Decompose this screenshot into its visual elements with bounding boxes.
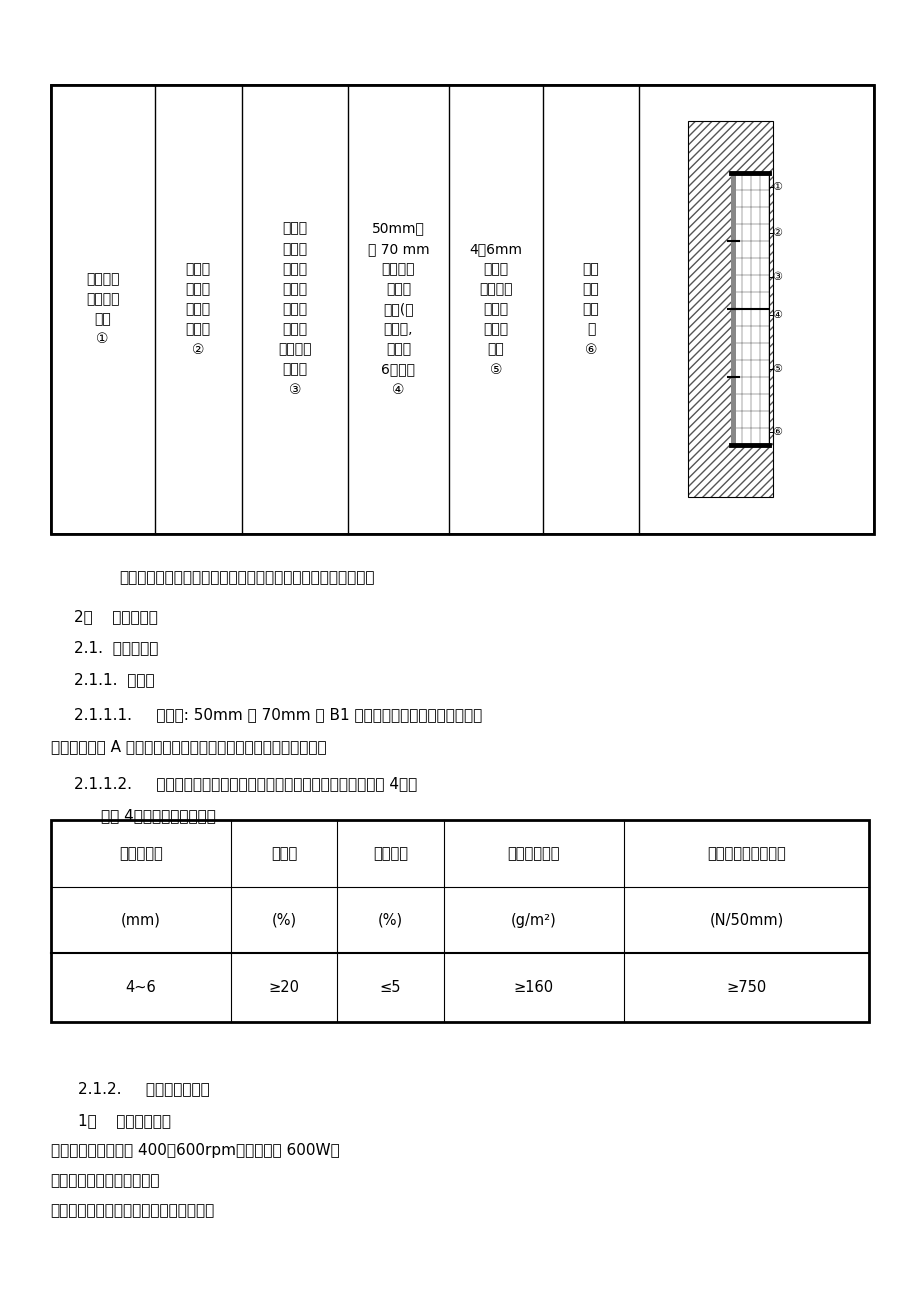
Text: (N/50mm): (N/50mm) xyxy=(709,913,783,927)
Text: ≥750: ≥750 xyxy=(726,980,766,995)
Bar xyxy=(733,173,768,445)
Text: 单位面积质量: 单位面积质量 xyxy=(507,846,560,861)
Text: 砂浆（内: 砂浆（内 xyxy=(479,283,512,296)
Text: 型号规格：选择转速 400～600rpm，功率大于 600W。: 型号规格：选择转速 400～600rpm，功率大于 600W。 xyxy=(51,1143,339,1159)
Text: （挤塑: （挤塑 xyxy=(282,302,307,316)
Text: 砖或: 砖或 xyxy=(582,283,599,296)
Text: 粘结层: 粘结层 xyxy=(282,363,307,376)
Text: 含胶量: 含胶量 xyxy=(270,846,297,861)
Text: ≥20: ≥20 xyxy=(268,980,299,995)
Text: 6个））: 6个）） xyxy=(381,363,414,376)
Text: ④: ④ xyxy=(391,383,404,397)
Text: 文化: 文化 xyxy=(582,302,599,316)
Text: 4～6mm: 4～6mm xyxy=(469,242,522,255)
Text: ③: ③ xyxy=(289,383,301,397)
Text: 钢筋混凝: 钢筋混凝 xyxy=(85,272,119,286)
Text: 网孔中心距: 网孔中心距 xyxy=(119,846,163,861)
Bar xyxy=(50,82,875,535)
Text: ①: ① xyxy=(96,332,108,346)
Text: 栓固定,: 栓固定, xyxy=(383,323,413,336)
Text: 2.1.1.2.     耐碱涂塑玻纤维网格布（以下简称网格布，技术要求见表 4）：: 2.1.1.2. 耐碱涂塑玻纤维网格布（以下简称网格布，技术要求见表 4）： xyxy=(74,776,416,792)
Text: 2.1.1.1.     挤塑板: 50mm 或 70mm 厚 B1 级挤塑保温板，防火隔离带采用: 2.1.1.1. 挤塑板: 50mm 或 70mm 厚 B1 级挤塑保温板，防火… xyxy=(74,707,482,723)
Text: ①: ① xyxy=(771,182,781,191)
Text: （锚栓: （锚栓 xyxy=(385,283,411,296)
Bar xyxy=(51,820,868,1022)
Text: 无机发泡水泥 A 级防火材料；采用专用保温粘结砂浆及抹面砂浆；: 无机发泡水泥 A 级防火材料；采用专用保温粘结砂浆及抹面砂浆； xyxy=(51,740,326,755)
Text: 2．    施工用材料: 2． 施工用材料 xyxy=(74,609,157,625)
Text: (g/m²): (g/m²) xyxy=(510,913,556,927)
Text: 体专用: 体专用 xyxy=(186,283,210,296)
Bar xyxy=(51,85,873,534)
Text: 含热镀: 含热镀 xyxy=(482,302,508,316)
Bar xyxy=(687,121,772,497)
Text: 固定(锚: 固定(锚 xyxy=(382,302,414,316)
Text: ③: ③ xyxy=(771,272,781,281)
Text: ⑥: ⑥ xyxy=(584,342,596,357)
Text: 抹面砂: 抹面砂 xyxy=(186,302,210,316)
Text: ④: ④ xyxy=(771,310,781,320)
Text: 2.1.2.     主要施工工具：: 2.1.2. 主要施工工具： xyxy=(78,1081,210,1096)
Text: ②: ② xyxy=(192,342,204,357)
Text: 挤塑板: 挤塑板 xyxy=(282,283,307,296)
Text: 网）: 网） xyxy=(487,342,504,357)
Text: 浆抹灰: 浆抹灰 xyxy=(186,323,210,336)
Text: 4~6: 4~6 xyxy=(125,980,156,995)
Text: ≤5: ≤5 xyxy=(380,980,401,995)
Text: 除遵守本方案外，尚应遵守国家及本市现行的有关标准的规定。: 除遵守本方案外，尚应遵守国家及本市现行的有关标准的规定。 xyxy=(119,570,375,586)
Text: 或 70 mm: 或 70 mm xyxy=(368,242,428,255)
Text: 2.1.1.  材料：: 2.1.1. 材料： xyxy=(74,672,154,687)
Text: (%): (%) xyxy=(271,913,296,927)
Text: 粘结砂: 粘结砂 xyxy=(282,242,307,255)
Text: 每平米: 每平米 xyxy=(385,342,411,357)
Text: 面处理）: 面处理） xyxy=(278,342,312,357)
Text: 厚挤塑板: 厚挤塑板 xyxy=(381,262,414,276)
Text: 块墙: 块墙 xyxy=(94,312,111,327)
Bar xyxy=(51,85,873,534)
Text: 用途：用于搅拌混合砂浆。: 用途：用于搅拌混合砂浆。 xyxy=(51,1173,160,1189)
Text: 断裂应变: 断裂应变 xyxy=(372,846,407,861)
Text: ≥160: ≥160 xyxy=(513,980,553,995)
Text: ⑤: ⑤ xyxy=(489,363,502,376)
Text: ②: ② xyxy=(771,228,781,238)
Text: 2.1.  材料准备：: 2.1. 材料准备： xyxy=(74,641,158,656)
Text: 基层用: 基层用 xyxy=(282,221,307,236)
Text: 耐碱断裂强力保留值: 耐碱断裂强力保留值 xyxy=(707,846,785,861)
Text: 土墙、砌: 土墙、砌 xyxy=(85,292,119,306)
Text: (mm): (mm) xyxy=(120,913,161,927)
Bar xyxy=(687,121,772,497)
Text: 文化: 文化 xyxy=(582,262,599,276)
Text: 《表 4：网格布性能要求》: 《表 4：网格布性能要求》 xyxy=(101,809,216,824)
Text: 浆粘结: 浆粘结 xyxy=(282,262,307,276)
Text: 厚罩面: 厚罩面 xyxy=(482,262,508,276)
Text: 砌筑墙: 砌筑墙 xyxy=(186,262,210,276)
Text: 1）    电动搅拌机：: 1） 电动搅拌机： xyxy=(78,1113,171,1129)
Text: ⑥: ⑥ xyxy=(771,427,781,436)
Text: 锌钢丝: 锌钢丝 xyxy=(482,323,508,336)
Text: 板做界: 板做界 xyxy=(282,323,307,336)
Text: ⑤: ⑤ xyxy=(771,365,781,374)
Text: 特点：搅拌均匀，省工省力，节省用料。: 特点：搅拌均匀，省工省力，节省用料。 xyxy=(51,1203,215,1219)
Text: (%): (%) xyxy=(378,913,403,927)
Bar xyxy=(731,173,736,445)
Text: 石: 石 xyxy=(586,323,595,336)
Text: 50mm厚: 50mm厚 xyxy=(371,221,425,236)
